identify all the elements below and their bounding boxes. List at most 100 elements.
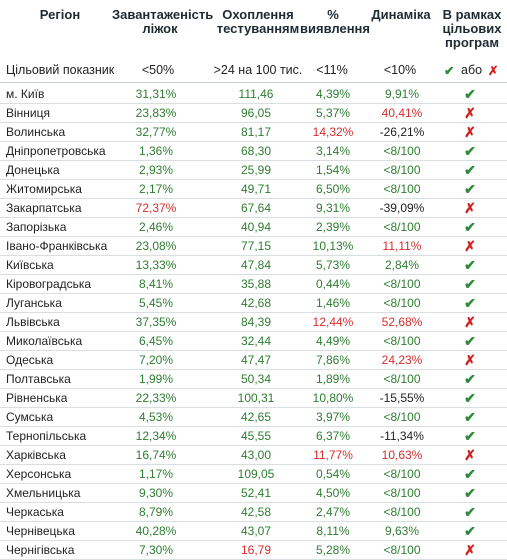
target-dynamics: <10% — [383, 63, 417, 77]
check-icon: ✔ — [444, 64, 455, 78]
region-cell: Одеська — [6, 353, 54, 367]
testing-cell: 40,94 — [240, 220, 272, 234]
beds-cell: 2,17% — [138, 182, 174, 196]
dynamics-cell: 9,91% — [384, 87, 420, 101]
testing-cell: 47,47 — [240, 353, 272, 367]
header-programs: В рамках цільових програм — [442, 7, 502, 50]
detection-cell: 4,50% — [315, 486, 351, 500]
target-beds: <50% — [141, 63, 175, 77]
table-header: Регіон Завантаженість ліжок Охоплення те… — [0, 0, 507, 58]
detection-cell: 5,73% — [315, 258, 351, 272]
detection-cell: 3,14% — [315, 144, 351, 158]
region-cell: Волинська — [6, 125, 66, 139]
table-row: Луганська 5,45% 42,68 1,46% <8/100 ✔ — [0, 294, 507, 313]
testing-cell: 52,41 — [240, 486, 272, 500]
dynamics-cell: 2,84% — [384, 258, 420, 272]
region-cell: Київська — [6, 258, 54, 272]
testing-cell: 25,99 — [240, 163, 272, 177]
beds-cell: 72,37% — [135, 201, 177, 215]
detection-cell: 0,44% — [315, 277, 351, 291]
dynamics-cell: <8/100 — [383, 543, 421, 557]
testing-cell: 43,07 — [240, 524, 272, 538]
region-cell: Хмельницька — [6, 486, 81, 500]
region-cell: Львівська — [6, 315, 60, 329]
header-dynamics: Динаміка — [371, 7, 431, 22]
target-or: або — [461, 63, 483, 77]
beds-cell: 23,83% — [135, 106, 177, 120]
table-row: Донецька 2,93% 25,99 1,54% <8/100 ✔ — [0, 161, 507, 180]
dynamics-cell: 11,11% — [382, 239, 422, 253]
beds-cell: 31,31% — [135, 87, 177, 101]
beds-cell: 8,79% — [138, 505, 174, 519]
table-row: Черкаська 8,79% 42,58 2,47% <8/100 ✔ — [0, 503, 507, 522]
table-row: Сумська 4,53% 42,65 3,97% <8/100 ✔ — [0, 408, 507, 427]
beds-cell: 2,93% — [138, 163, 174, 177]
check-icon: ✔ — [464, 466, 476, 482]
cross-icon: ✗ — [464, 314, 476, 330]
dynamics-cell: 9,63% — [384, 524, 420, 538]
check-icon: ✔ — [464, 390, 476, 406]
dynamics-cell: -11,34% — [380, 429, 424, 443]
testing-cell: 96,05 — [240, 106, 272, 120]
cross-icon: ✗ — [464, 105, 476, 121]
target-row: Цільовий показник <50% >24 на 100 тис. <… — [0, 60, 507, 83]
testing-cell: 45,55 — [240, 429, 272, 443]
target-label: Цільовий показник — [6, 63, 115, 77]
check-icon: ✔ — [464, 428, 476, 444]
table-row: Івано-Франківська 23,08% 77,15 10,13% 11,11%… — [0, 237, 507, 256]
dynamics-cell: -26,21% — [379, 125, 425, 139]
detection-cell: 6,37% — [315, 429, 351, 443]
detection-cell: 12,44% — [312, 315, 354, 329]
beds-cell: 16,74% — [135, 448, 177, 462]
cross-icon: ✗ — [464, 542, 476, 558]
detection-cell: 7,86% — [315, 353, 351, 367]
detection-cell: 4,39% — [315, 87, 351, 101]
testing-cell: 109,05 — [237, 467, 275, 481]
region-cell: Чернівецька — [6, 524, 75, 538]
table-row: Житомирська 2,17% 49,71 6,50% <8/100 ✔ — [0, 180, 507, 199]
testing-cell: 49,71 — [240, 182, 272, 196]
check-icon: ✔ — [464, 485, 476, 501]
detection-cell: 4,49% — [315, 334, 351, 348]
dynamics-cell: -15,55% — [379, 391, 425, 405]
beds-cell: 12,34% — [135, 429, 177, 443]
cross-icon: ✗ — [464, 447, 476, 463]
testing-cell: 42,68 — [240, 296, 272, 310]
table-row: Миколаївська 6,45% 32,44 4,49% <8/100 ✔ — [0, 332, 507, 351]
testing-cell: 32,44 — [240, 334, 272, 348]
header-testing: Охоплення тестуванням — [216, 7, 300, 36]
testing-cell: 68,30 — [240, 144, 272, 158]
region-table: м. Київ 31,31% 111,46 4,39% 9,91% ✔ Вінниця 23,… — [0, 85, 507, 560]
dynamics-cell: -39,09% — [379, 201, 425, 215]
table-row: Запорізька 2,46% 40,94 2,39% <8/100 ✔ — [0, 218, 507, 237]
beds-cell: 13,33% — [135, 258, 177, 272]
beds-cell: 37,35% — [135, 315, 177, 329]
beds-cell: 4,53% — [138, 410, 174, 424]
testing-cell: 43,00 — [240, 448, 272, 462]
region-cell: Чернігівська — [6, 543, 75, 557]
dynamics-cell: <8/100 — [383, 163, 421, 177]
target-detection: <11% — [316, 63, 348, 77]
beds-cell: 7,20% — [138, 353, 174, 367]
dynamics-cell: <8/100 — [383, 467, 421, 481]
dynamics-cell: <8/100 — [383, 182, 421, 196]
cross-icon: ✗ — [488, 64, 499, 78]
check-icon: ✔ — [464, 257, 476, 273]
region-cell: м. Київ — [6, 87, 45, 101]
beds-cell: 23,08% — [135, 239, 177, 253]
table-row: Рівненська 22,33% 100,31 10,80% -15,55% ✔ — [0, 389, 507, 408]
check-icon: ✔ — [464, 333, 476, 349]
testing-cell: 81,17 — [240, 125, 272, 139]
region-cell: Кіровоградська — [6, 277, 92, 291]
table-row: Полтавська 1,99% 50,34 1,89% <8/100 ✔ — [0, 370, 507, 389]
table-row: Херсонська 1,17% 109,05 0,54% <8/100 ✔ — [0, 465, 507, 484]
cross-icon: ✗ — [464, 352, 476, 368]
dynamics-cell: <8/100 — [383, 505, 421, 519]
table-row: Дніпропетровська 1,36% 68,30 3,14% <8/100 ✔ — [0, 142, 507, 161]
check-icon: ✔ — [464, 86, 476, 102]
dynamics-cell: 40,41% — [381, 106, 423, 120]
region-cell: Черкаська — [6, 505, 64, 519]
testing-cell: 77,15 — [240, 239, 272, 253]
detection-cell: 10,13% — [312, 239, 354, 253]
header-region: Регіон — [39, 7, 81, 22]
